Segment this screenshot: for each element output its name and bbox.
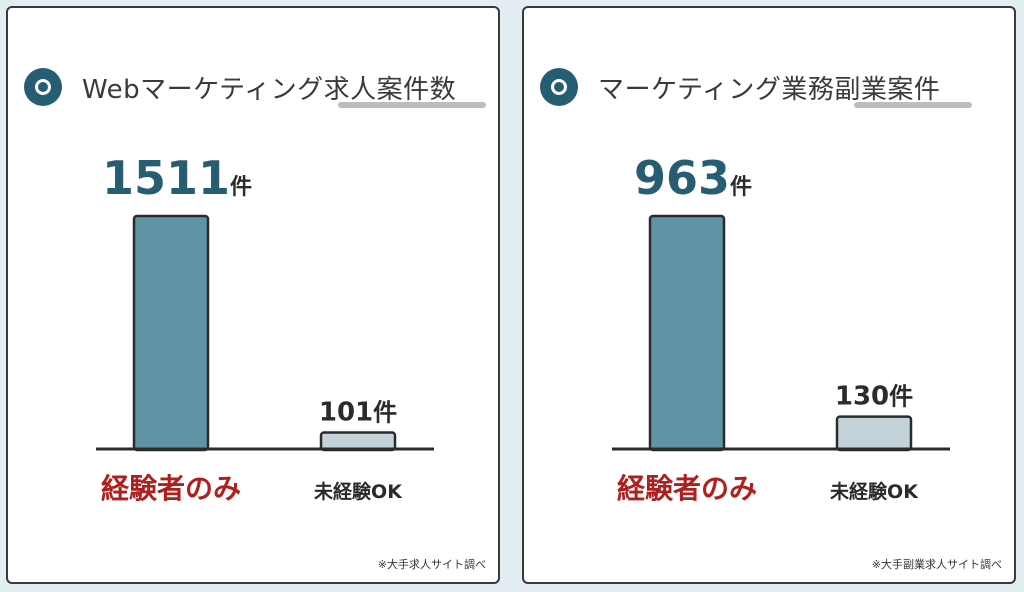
data-label: 963件	[634, 151, 752, 205]
circle-bullet-icon	[540, 68, 578, 106]
chart-card-web-marketing: Webマーケティング求人案件数 1511件経験者のみ 101件未経験OK ※大手求…	[6, 6, 500, 584]
chart-title: Webマーケティング求人案件数	[82, 75, 457, 105]
data-label: 1511件	[102, 151, 252, 205]
chart-card-side-jobs: マーケティング業務副業案件 963件経験者のみ 130件未経験OK ※大手副業求人…	[522, 6, 1016, 584]
data-label: 130件	[835, 382, 913, 412]
source-note: ※大手副業求人サイト調べ	[871, 558, 1002, 571]
title-underline	[854, 102, 972, 108]
title-underline	[338, 102, 486, 108]
bar-no-experience-ok	[835, 415, 913, 452]
category-label: 未経験OK	[829, 480, 919, 503]
chart-title: マーケティング業務副業案件	[598, 75, 941, 105]
source-note: ※大手求人サイト調べ	[377, 558, 486, 571]
bar-no-experience-ok	[319, 431, 397, 452]
circle-bullet-icon	[24, 68, 62, 106]
bar-experienced-only	[648, 214, 726, 452]
data-label: 101件	[319, 397, 397, 427]
category-label: 未経験OK	[313, 480, 403, 503]
bar-experienced-only	[132, 214, 210, 452]
category-label: 経験者のみ	[101, 472, 241, 505]
category-label: 経験者のみ	[617, 472, 757, 505]
